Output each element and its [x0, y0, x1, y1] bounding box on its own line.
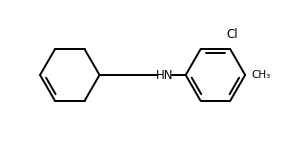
Text: CH₃: CH₃	[252, 70, 271, 80]
Text: Cl: Cl	[226, 28, 237, 41]
Text: HN: HN	[155, 69, 173, 81]
